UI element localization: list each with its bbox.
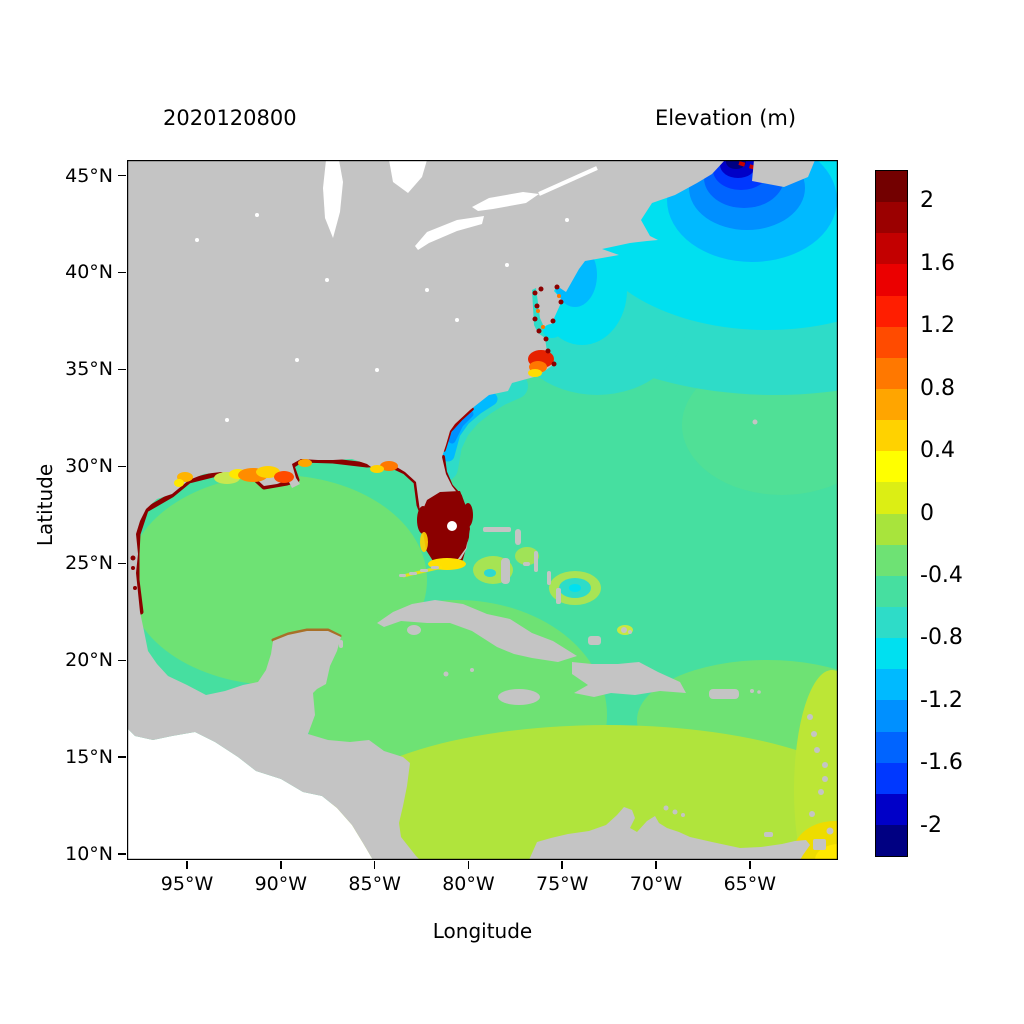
y-tick-mark: [118, 174, 126, 177]
colorbar-band: [876, 420, 907, 452]
y-tick-label: 30°N: [65, 455, 113, 478]
colorbar-tick-label: -0.4: [920, 562, 963, 588]
colorbar-tick-label: 0.8: [920, 375, 955, 401]
y-tick-label: 40°N: [65, 261, 113, 284]
x-tick-mark: [467, 861, 470, 869]
x-tick-label: 75°W: [535, 873, 589, 895]
y-tick-mark: [118, 271, 126, 274]
hispaniola: [572, 662, 686, 697]
x-tick-mark: [373, 861, 376, 869]
run-id-title: 2020120800: [163, 106, 297, 130]
south-america: [529, 807, 810, 860]
x-tick-label: 95°W: [160, 873, 214, 895]
colorbar-band: [876, 326, 907, 358]
colorbar-band: [876, 482, 907, 514]
y-tick-mark: [118, 756, 126, 758]
colorbar-tick-label: -0.8: [920, 625, 963, 651]
colorbar-band: [876, 295, 907, 327]
colorbar-tick-label: -1.6: [920, 750, 963, 776]
y-tick-label: 15°N: [65, 746, 113, 769]
coastal-surge-warm: [130, 161, 780, 590]
y-tick-mark: [118, 465, 126, 468]
x-tick-label: 70°W: [629, 873, 683, 895]
colorbar-band: [876, 669, 907, 701]
islands: [339, 160, 834, 860]
colorbar-tick-label: 1.2: [920, 313, 955, 339]
colorbar-band: [876, 762, 907, 794]
y-tick-mark: [118, 562, 126, 565]
colorbar-band: [876, 171, 907, 203]
x-tick-mark: [655, 861, 657, 869]
y-tick-label: 20°N: [65, 649, 113, 672]
colorbar-band: [876, 606, 907, 639]
colorbar-band: [876, 202, 907, 234]
colorbar-tick-label: 0: [920, 500, 934, 526]
colorbar-tick-label: -1.2: [920, 687, 963, 713]
x-tick-label: 85°W: [348, 873, 401, 895]
puerto-rico: [709, 689, 739, 699]
y-tick-label: 35°N: [65, 358, 113, 381]
x-tick-label: 80°W: [442, 873, 495, 895]
colorbar-tick-label: 0.4: [920, 438, 955, 464]
colorbar-band: [876, 357, 907, 389]
x-axis-title: Longitude: [432, 919, 533, 943]
x-tick-label: 65°W: [723, 873, 777, 895]
colorbar-band: [876, 544, 907, 576]
colorbar-band: [876, 575, 907, 607]
trinidad: [813, 839, 826, 850]
plot-frame: [127, 160, 838, 860]
x-tick-mark: [749, 861, 751, 869]
colorbar-band: [876, 824, 907, 857]
bermuda: [752, 419, 758, 425]
lake-okeechobee: [447, 521, 457, 531]
nova-scotia: [752, 160, 815, 187]
colorbar-tick-label: -2: [920, 812, 942, 838]
florida-surge: [399, 491, 473, 578]
lakes: [195, 160, 598, 422]
colorbar-title: Elevation (m): [655, 106, 797, 130]
colorbar-band: [876, 264, 907, 296]
colorbar-band: [876, 731, 907, 763]
cuba: [377, 600, 577, 662]
x-tick-mark: [280, 861, 282, 869]
chesapeake-surge-dots: [130, 284, 564, 590]
colorbar-tick-label: 1.6: [920, 250, 955, 276]
colorbar-band: [876, 638, 907, 670]
colorbar: [875, 170, 908, 857]
colorbar-band: [876, 513, 907, 545]
x-tick-label: 90°W: [254, 873, 308, 895]
y-tick-mark: [118, 368, 126, 371]
y-tick-mark: [118, 853, 126, 855]
colorbar-tick-label: 2: [920, 188, 934, 214]
y-tick-label: 45°N: [65, 164, 113, 187]
x-tick-mark: [561, 861, 563, 869]
map-plot-area: [127, 115, 1024, 915]
florida-surge-blob: [421, 491, 470, 563]
colorbar-band: [876, 793, 907, 825]
colorbar-band: [876, 388, 907, 421]
jamaica: [498, 689, 540, 705]
colorbar-band: [876, 451, 907, 483]
colorbar-band: [876, 233, 907, 265]
y-tick-label: 25°N: [65, 552, 113, 575]
y-tick-mark: [118, 659, 126, 662]
florida-keys: [399, 566, 439, 577]
y-tick-label: 10°N: [65, 843, 113, 866]
pacific-outside-domain-mask: [127, 728, 373, 860]
x-tick-mark: [186, 861, 188, 869]
colorbar-band: [876, 700, 907, 732]
elevation-map: [127, 115, 1024, 915]
